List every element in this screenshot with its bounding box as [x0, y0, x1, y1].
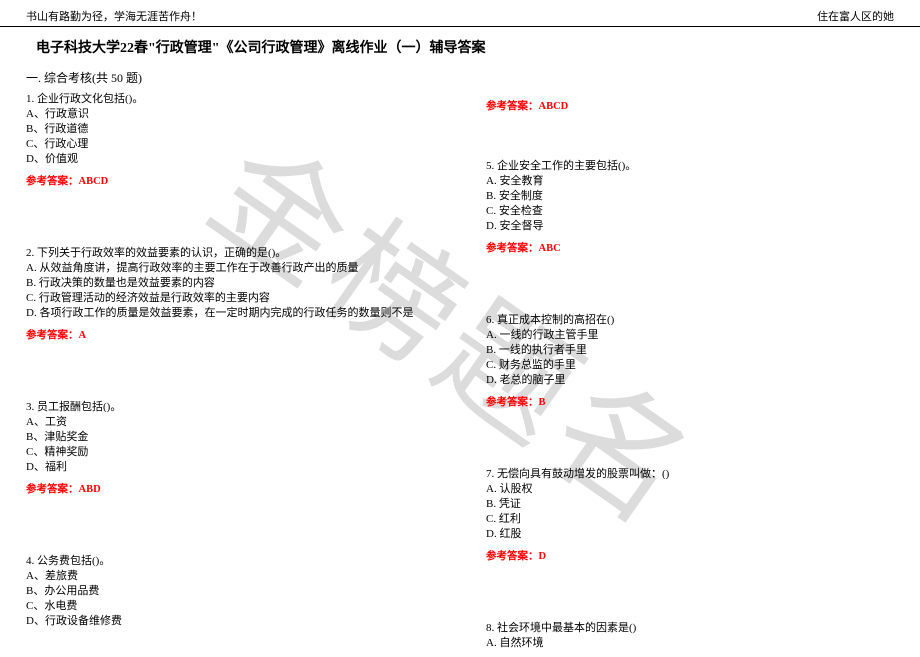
- question-option: B、行政道德: [26, 122, 440, 137]
- header-left: 书山有路勤为径，学海无涯苦作舟！: [26, 8, 202, 24]
- question-stem: 1. 企业行政文化包括()。: [26, 92, 440, 107]
- question-option: A. 一线的行政主管手里: [486, 328, 880, 343]
- question-block: 8. 社会环境中最基本的因素是()A. 自然环境: [486, 621, 900, 651]
- question-option: A、工资: [26, 415, 440, 430]
- question-option: B. 凭证: [486, 497, 880, 512]
- content-columns: 1. 企业行政文化包括()。A、行政意识B、行政道德C、行政心理D、价值观参考答…: [0, 92, 920, 657]
- question-option: A、行政意识: [26, 107, 440, 122]
- question-stem: 3. 员工报酬包括()。: [26, 400, 440, 415]
- question-option: B. 安全制度: [486, 189, 880, 204]
- question-option: C、水电费: [26, 599, 440, 614]
- question-stem: 5. 企业安全工作的主要包括()。: [486, 159, 880, 174]
- page-header: 书山有路勤为径，学海无涯苦作舟！ 住在富人区的她: [0, 0, 920, 27]
- header-right: 住在富人区的她: [817, 8, 894, 24]
- answer-line: 参考答案：ABC: [486, 240, 900, 255]
- question-option: B. 行政决策的数量也是效益要素的内容: [26, 276, 440, 291]
- question-option: D、行政设备维修费: [26, 614, 440, 629]
- page-title: 电子科技大学22春"行政管理"《公司行政管理》离线作业（一）辅导答案: [0, 27, 920, 61]
- question-option: D、福利: [26, 460, 440, 475]
- answer-line: 参考答案：ABCD: [26, 173, 460, 188]
- question-block: 4. 公务费包括()。A、差旅费B、办公用品费C、水电费D、行政设备维修费: [26, 554, 460, 629]
- question-stem: 2. 下列关于行政效率的效益要素的认识，正确的是()。: [26, 246, 440, 261]
- question-option: A. 认股权: [486, 482, 880, 497]
- answer-line: 参考答案：A: [26, 327, 460, 342]
- question-option: D、价值观: [26, 152, 440, 167]
- question-option: C. 行政管理活动的经济效益是行政效率的主要内容: [26, 291, 440, 306]
- question-option: C、精神奖励: [26, 445, 440, 460]
- question-stem: 4. 公务费包括()。: [26, 554, 440, 569]
- question-option: D. 红股: [486, 527, 880, 542]
- column-right: 参考答案：ABCD 5. 企业安全工作的主要包括()。A. 安全教育B. 安全制度…: [460, 92, 900, 657]
- question-block: 1. 企业行政文化包括()。A、行政意识B、行政道德C、行政心理D、价值观: [26, 92, 460, 167]
- answer-line: 参考答案：D: [486, 548, 900, 563]
- question-option: B、津贴奖金: [26, 430, 440, 445]
- question-option: B、办公用品费: [26, 584, 440, 599]
- question-option: A、差旅费: [26, 569, 440, 584]
- answer-line: 参考答案：B: [486, 394, 900, 409]
- question-option: C. 安全检查: [486, 204, 880, 219]
- question-block: 7. 无偿向具有鼓动增发的股票叫做：()A. 认股权B. 凭证C. 红利D. 红…: [486, 467, 900, 542]
- question-option: D. 各项行政工作的质量是效益要素，在一定时期内完成的行政任务的数量则不是: [26, 306, 440, 321]
- question-block: 2. 下列关于行政效率的效益要素的认识，正确的是()。A. 从效益角度讲，提高行…: [26, 246, 460, 321]
- question-option: A. 从效益角度讲，提高行政效率的主要工作在于改善行政产出的质量: [26, 261, 440, 276]
- question-option: D. 安全督导: [486, 219, 880, 234]
- question-option: C、行政心理: [26, 137, 440, 152]
- answer-line: 参考答案：ABCD: [486, 98, 900, 113]
- question-stem: 8. 社会环境中最基本的因素是(): [486, 621, 880, 636]
- question-stem: 7. 无偿向具有鼓动增发的股票叫做：(): [486, 467, 880, 482]
- section-heading: 一. 综合考核(共 50 题): [0, 61, 920, 92]
- question-option: C. 红利: [486, 512, 880, 527]
- question-stem: 6. 真正成本控制的高招在(): [486, 313, 880, 328]
- column-left: 1. 企业行政文化包括()。A、行政意识B、行政道德C、行政心理D、价值观参考答…: [0, 92, 460, 657]
- question-option: B. 一线的执行者手里: [486, 343, 880, 358]
- answer-line: 参考答案：ABD: [26, 481, 460, 496]
- question-option: A. 安全教育: [486, 174, 880, 189]
- question-option: D. 老总的脑子里: [486, 373, 880, 388]
- question-block: 6. 真正成本控制的高招在()A. 一线的行政主管手里B. 一线的执行者手里C.…: [486, 313, 900, 388]
- question-option: A. 自然环境: [486, 636, 880, 651]
- question-block: 3. 员工报酬包括()。A、工资B、津贴奖金C、精神奖励D、福利: [26, 400, 460, 475]
- question-option: C. 财务总监的手里: [486, 358, 880, 373]
- question-block: 5. 企业安全工作的主要包括()。A. 安全教育B. 安全制度C. 安全检查D.…: [486, 159, 900, 234]
